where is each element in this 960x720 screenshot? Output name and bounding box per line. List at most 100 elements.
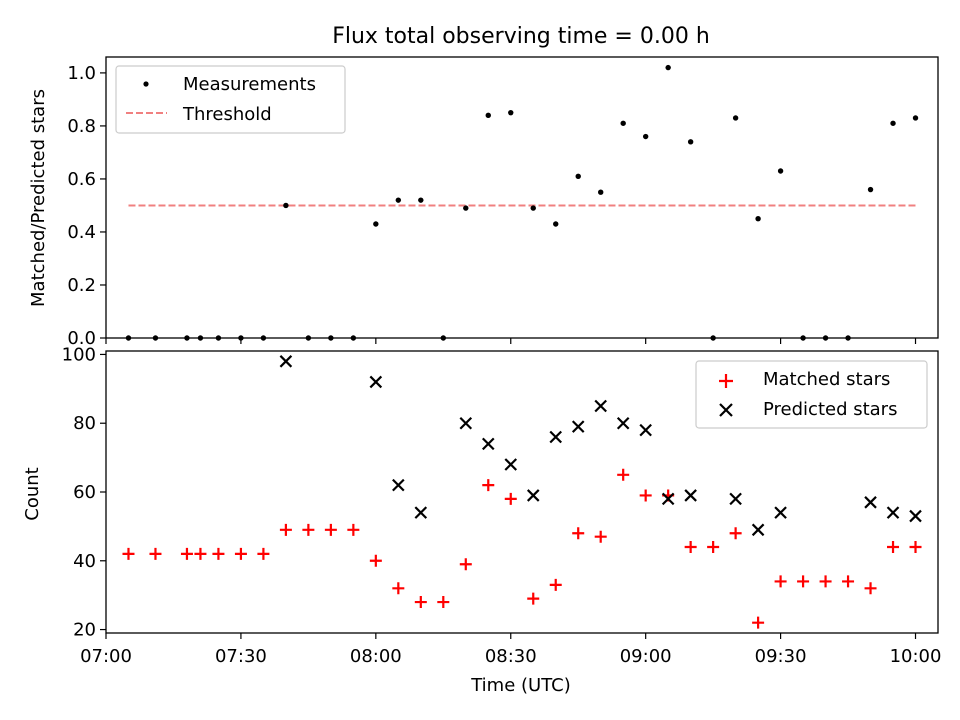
predicted-star-point [864, 496, 877, 509]
predicted-star-point [886, 506, 900, 519]
matched-star-point [149, 547, 162, 560]
matched-star-point [482, 479, 495, 492]
measurement-point [732, 115, 739, 121]
legend-matched-marker [719, 374, 733, 388]
predicted-star-point [616, 416, 630, 430]
measurement-point [553, 221, 559, 227]
measurement-point [687, 139, 694, 145]
matched-star-point [279, 523, 292, 536]
bottom-x-tick-label: 07:00 [80, 646, 132, 667]
matched-star-point [819, 575, 832, 588]
top-y-tick-label: 1.0 [67, 63, 96, 84]
matched-star-point [684, 541, 697, 554]
predicted-star-point [481, 437, 495, 451]
measurement-point [620, 120, 626, 126]
matched-star-point [414, 596, 427, 609]
matched-star-point [459, 558, 472, 571]
matched-star-point [194, 547, 207, 560]
matched-star-point [864, 582, 877, 595]
measurement-point [283, 202, 289, 209]
matched-star-point [549, 578, 562, 591]
measurement-point [418, 197, 424, 203]
measurement-point [642, 133, 649, 140]
bottom-x-axis-ticks: 07:00 07:30 08:00 08:30 09:00 09:30 10:00 [80, 633, 941, 667]
matched-star-point [302, 523, 315, 536]
matched-star-point [752, 616, 765, 629]
predicted-star-point [751, 523, 765, 537]
bottom-y-axis-ticks: 20 40 60 80 100 [62, 344, 106, 641]
matched-star-point [437, 596, 450, 609]
matched-star-point [729, 527, 742, 540]
measurement-point [530, 205, 536, 211]
bottom-legend-box [695, 360, 928, 429]
measurement-point [508, 109, 514, 116]
measurement-point [867, 186, 874, 193]
bottom-x-tick-label: 08:30 [485, 646, 537, 667]
matched-star-point [639, 489, 652, 502]
bottom-x-tick-label: 09:30 [755, 646, 807, 667]
measurement-point [395, 197, 402, 203]
predicted-star-point [279, 355, 293, 368]
bottom-x-tick-label: 09:00 [620, 646, 672, 667]
top-plot-frame [105, 56, 939, 339]
predicted-star-point [729, 492, 742, 506]
bottom-y-tick-label: 20 [73, 620, 96, 641]
measurement-point [485, 112, 491, 119]
matched-star-point [212, 547, 225, 560]
legend-measurements-marker [143, 81, 149, 87]
predicted-star-point [526, 489, 540, 502]
matched-star-point [887, 541, 900, 554]
bottom-panel: 20 40 60 80 100 07:00 07:30 08:00 08:30 09:00 09:… [22, 344, 941, 696]
matched-star-point [369, 554, 382, 567]
figure-title: Flux total observing time = 0.00 h [332, 24, 710, 49]
measurement-point [463, 205, 469, 211]
measurement-point [665, 64, 671, 71]
predicted-star-point [414, 506, 428, 519]
top-y-tick-label: 0.6 [67, 169, 96, 190]
legend-matched-label: Matched stars [763, 369, 890, 390]
matched-star-point [257, 547, 270, 560]
top-y-tick-label: 0.4 [67, 222, 96, 243]
top-y-axis-label: Matched/Predicted stars [28, 89, 49, 307]
matched-star-point [617, 468, 630, 481]
bottom-y-axis-label: Count [22, 467, 43, 520]
matched-star-point [347, 523, 360, 536]
matched-star-point [797, 575, 810, 588]
top-y-tick-label: 0.2 [67, 275, 96, 296]
top-y-axis-ticks: 0.0 0.2 0.4 0.6 0.8 1.0 [67, 63, 106, 349]
top-panel: 0.0 0.2 0.4 0.6 0.8 1.0 Matched/Predicted sta… [28, 56, 939, 349]
bottom-x-axis-label: Time (UTC) [470, 675, 571, 696]
measurement-point [575, 173, 581, 179]
measurement-point [890, 120, 896, 126]
bottom-x-tick-label: 08:00 [350, 646, 402, 667]
top-y-tick-label: 0.8 [67, 116, 96, 137]
predicted-star-point [639, 423, 652, 437]
matched-star-point [122, 547, 135, 560]
top-legend-box [115, 65, 346, 134]
matched-star-point [527, 592, 540, 605]
matched-star-point [909, 541, 922, 554]
predicted-star-point [369, 375, 383, 389]
count-points [122, 355, 922, 629]
matched-star-point [324, 523, 337, 536]
predicted-star-point [459, 416, 473, 430]
predicted-star-point [571, 420, 585, 433]
top-x-axis-ticks [105, 338, 917, 344]
matched-star-point [392, 582, 405, 595]
predicted-star-point [909, 509, 922, 523]
predicted-star-point [594, 399, 607, 413]
bottom-x-tick-label: 07:30 [215, 646, 267, 667]
bottom-x-tick-label: 10:00 [890, 646, 942, 667]
bottom-y-tick-label: 100 [62, 344, 96, 365]
matched-star-point [234, 547, 247, 560]
bottom-legend: Matched stars Predicted stars [695, 360, 928, 429]
measurement-point [373, 221, 379, 227]
legend-predicted-marker [719, 403, 733, 417]
predicted-star-point [392, 478, 405, 492]
predicted-star-point [549, 430, 563, 444]
predicted-star-point [684, 489, 697, 502]
matched-star-point [774, 575, 787, 588]
predicted-star-point [504, 458, 518, 471]
matched-star-point [594, 530, 607, 543]
